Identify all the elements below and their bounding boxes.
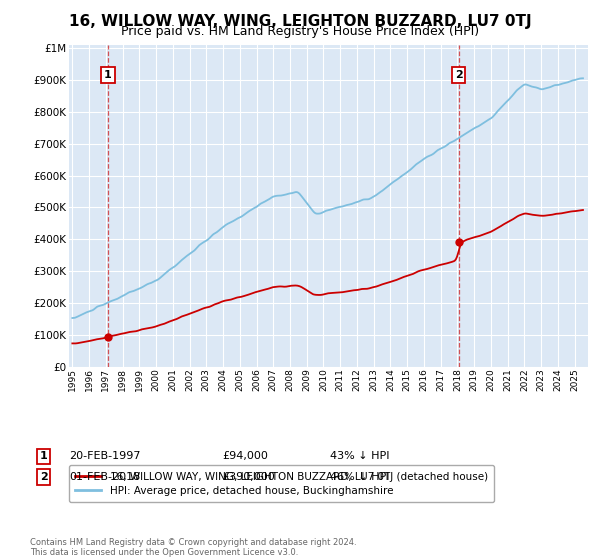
Text: 2: 2: [40, 472, 47, 482]
Text: 2: 2: [455, 70, 463, 80]
Text: Contains HM Land Registry data © Crown copyright and database right 2024.
This d: Contains HM Land Registry data © Crown c…: [30, 538, 356, 557]
Text: 1: 1: [104, 70, 112, 80]
Text: Price paid vs. HM Land Registry's House Price Index (HPI): Price paid vs. HM Land Registry's House …: [121, 25, 479, 38]
Legend: 16, WILLOW WAY, WING, LEIGHTON BUZZARD, LU7 0TJ (detached house), HPI: Average p: 16, WILLOW WAY, WING, LEIGHTON BUZZARD, …: [69, 465, 494, 502]
Text: £390,000: £390,000: [222, 472, 275, 482]
Text: 20-FEB-1997: 20-FEB-1997: [69, 451, 140, 461]
Text: 01-FEB-2018: 01-FEB-2018: [69, 472, 140, 482]
Text: 16, WILLOW WAY, WING, LEIGHTON BUZZARD, LU7 0TJ: 16, WILLOW WAY, WING, LEIGHTON BUZZARD, …: [68, 14, 532, 29]
Text: £94,000: £94,000: [222, 451, 268, 461]
Text: 43% ↓ HPI: 43% ↓ HPI: [330, 451, 389, 461]
Text: 46% ↓ HPI: 46% ↓ HPI: [330, 472, 389, 482]
Text: 1: 1: [40, 451, 47, 461]
